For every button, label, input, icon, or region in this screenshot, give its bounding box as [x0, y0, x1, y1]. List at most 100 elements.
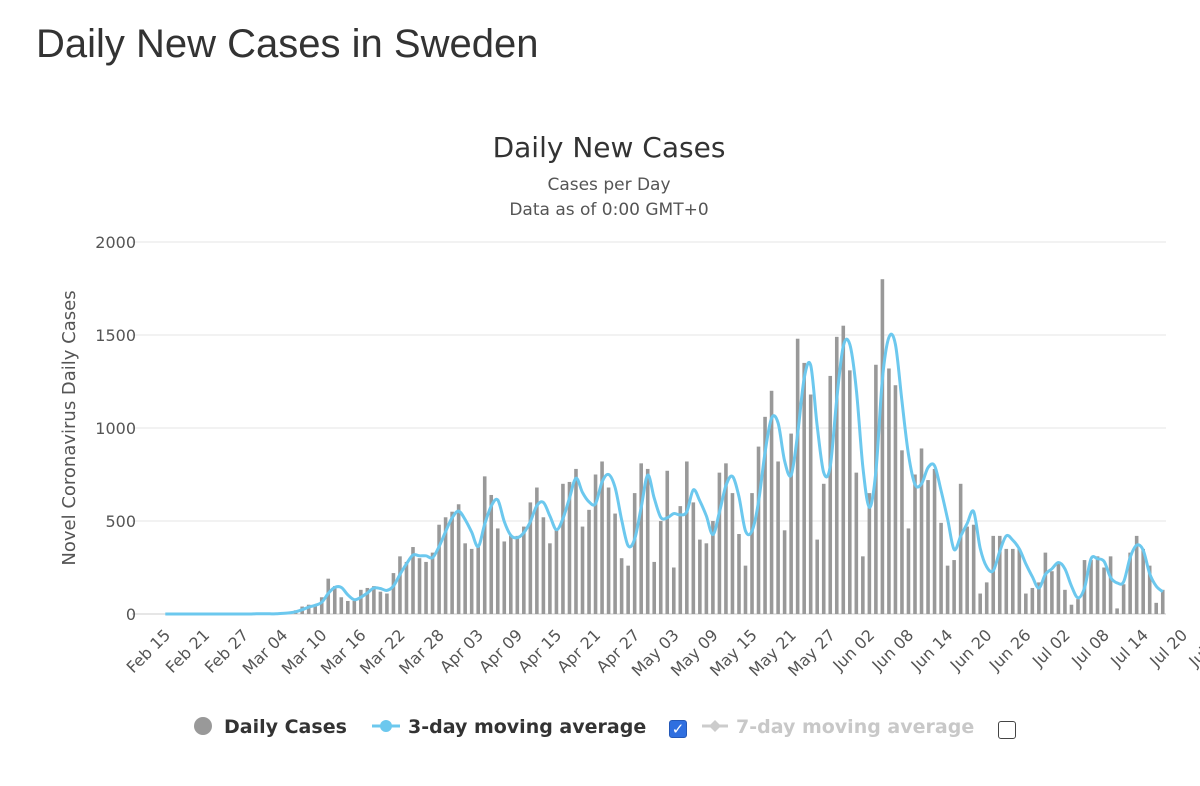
- bar: [346, 600, 350, 614]
- bar: [1024, 593, 1028, 614]
- x-tick-label: Jul 02: [1028, 625, 1074, 671]
- bar: [339, 597, 344, 614]
- bar: [593, 474, 598, 614]
- y-tick-label: 500: [105, 512, 136, 531]
- bar: [958, 483, 963, 614]
- bar: [1076, 599, 1080, 614]
- bar: [391, 573, 396, 614]
- legend: Daily Cases 3-day moving average 7-day m…: [194, 716, 974, 738]
- x-tick-label: Jun 20: [946, 625, 996, 675]
- bar: [685, 461, 689, 614]
- bar: [997, 535, 1002, 614]
- bar: [671, 567, 676, 614]
- bar: [430, 552, 435, 614]
- bar: [1147, 565, 1152, 614]
- bar: [476, 547, 480, 614]
- 7-day-average-checkbox[interactable]: [998, 721, 1016, 739]
- bar: [1037, 582, 1041, 614]
- bar: [919, 448, 924, 614]
- bar: [711, 521, 715, 614]
- bar: [417, 558, 422, 614]
- chart-subtitle-2: Data as of 0:00 GMT+0: [509, 200, 708, 220]
- x-tick-label: Apr 09: [475, 625, 526, 676]
- chart-subtitle: Cases per Day: [547, 175, 670, 195]
- bar: [411, 547, 415, 614]
- x-tick-label: Jun 08: [868, 625, 918, 675]
- bar: [763, 416, 767, 614]
- legend-item-daily-cases[interactable]: Daily Cases: [194, 716, 347, 738]
- page-title: Daily New Cases in Sweden: [36, 22, 539, 66]
- bar: [600, 461, 604, 614]
- bar: [319, 597, 324, 614]
- x-tick-label: Apr 15: [514, 625, 565, 676]
- bar: [554, 528, 559, 614]
- bar: [378, 591, 383, 614]
- bar: [743, 565, 748, 614]
- bar: [1063, 589, 1067, 614]
- bar: [913, 474, 917, 614]
- bar: [1160, 589, 1165, 614]
- bar: [678, 506, 683, 614]
- chart-title: Daily New Cases: [493, 131, 726, 164]
- bar: [313, 604, 318, 614]
- bar: [1108, 556, 1113, 614]
- bar: [1043, 552, 1048, 614]
- x-tick-label: Apr 21: [553, 625, 604, 676]
- bar: [1102, 567, 1106, 614]
- bar: [1089, 560, 1093, 614]
- bar: [515, 535, 520, 614]
- bar: [326, 578, 331, 614]
- y-axis-label: Novel Coronavirus Daily Cases: [59, 290, 80, 565]
- bar: [495, 528, 500, 614]
- bar: [665, 470, 670, 614]
- bar: [698, 539, 702, 614]
- 3-day-average-checkbox[interactable]: ✓: [669, 720, 687, 738]
- bar: [359, 589, 363, 614]
- bar: [880, 279, 885, 614]
- bar: [469, 548, 474, 614]
- bar: [867, 493, 872, 614]
- bar: [841, 325, 846, 614]
- bar: [861, 556, 865, 614]
- bar: [952, 560, 956, 614]
- bar: [567, 481, 572, 614]
- x-tick-label: Jul 14: [1106, 625, 1152, 671]
- bar: [306, 604, 311, 614]
- y-axis-ticks: 0 500 1000 1500 2000: [95, 233, 136, 624]
- bar: [730, 493, 735, 614]
- legend-item-7-day-average[interactable]: 7-day moving average: [702, 716, 974, 738]
- bar: [906, 528, 911, 614]
- bar: [900, 450, 904, 614]
- bar: [652, 561, 657, 614]
- bar: [352, 600, 357, 614]
- daily-cases-bars: [248, 279, 1165, 614]
- bar: [658, 521, 663, 614]
- bar: [502, 541, 507, 614]
- bar: [1121, 584, 1126, 614]
- bar: [332, 586, 337, 614]
- x-tick-label: Jul 08: [1067, 625, 1113, 671]
- y-tick-label: 1500: [95, 326, 136, 345]
- x-tick-label: Jun 14: [907, 625, 957, 675]
- bar: [1095, 556, 1100, 614]
- bar: [978, 593, 982, 614]
- bar: [613, 513, 617, 614]
- bar: [424, 561, 428, 614]
- moving-average-line: [165, 332, 1164, 616]
- bar: [737, 534, 741, 614]
- bar: [528, 502, 533, 614]
- bar: [945, 565, 950, 614]
- x-tick-label: Jul 26: [1184, 625, 1200, 671]
- bar: [1115, 608, 1119, 614]
- bar: [984, 582, 989, 614]
- bar: [1010, 548, 1015, 614]
- bar: [926, 480, 930, 614]
- bar: [1154, 602, 1159, 614]
- bar: [874, 364, 878, 614]
- bar: [365, 587, 370, 614]
- legend-item-3-day-average[interactable]: 3-day moving average: [372, 716, 646, 738]
- legend-label-7-day-average: 7-day moving average: [736, 716, 974, 738]
- bar: [808, 394, 813, 614]
- bar: [1141, 548, 1145, 614]
